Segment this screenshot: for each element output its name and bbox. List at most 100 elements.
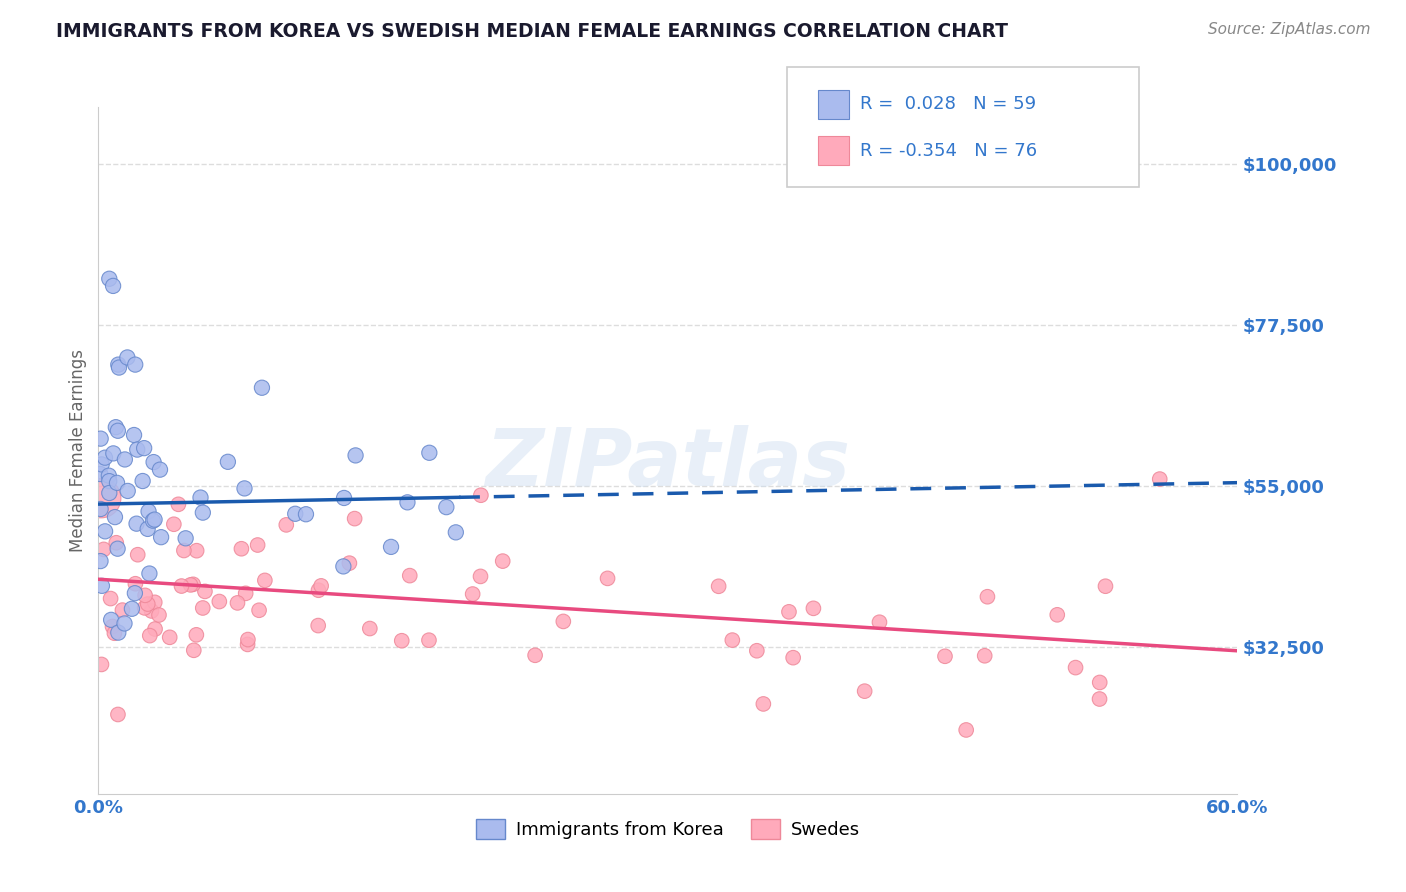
Point xyxy=(194,584,217,599)
Point xyxy=(89,554,111,568)
Point xyxy=(553,615,575,629)
Point xyxy=(143,513,166,527)
Point xyxy=(134,441,156,455)
Point xyxy=(191,601,214,615)
Point xyxy=(114,616,136,631)
Point xyxy=(343,511,366,525)
Text: R = -0.354   N = 76: R = -0.354 N = 76 xyxy=(860,142,1038,160)
Point xyxy=(124,358,146,372)
Point xyxy=(332,559,354,574)
Point xyxy=(236,637,259,651)
Point xyxy=(721,633,744,648)
Point xyxy=(418,633,440,648)
Point xyxy=(231,541,253,556)
Point xyxy=(142,455,165,469)
Point xyxy=(163,517,186,532)
Point xyxy=(309,579,332,593)
Point xyxy=(208,594,231,608)
Point xyxy=(1088,675,1111,690)
Point xyxy=(136,597,159,611)
Point xyxy=(180,578,202,592)
Point xyxy=(100,613,122,627)
Text: ZIPatlas: ZIPatlas xyxy=(485,425,851,503)
Point xyxy=(105,535,128,549)
Point xyxy=(782,650,804,665)
Point xyxy=(125,516,148,531)
Point xyxy=(226,596,249,610)
Point xyxy=(136,522,159,536)
Point xyxy=(955,723,977,737)
Point xyxy=(100,591,122,606)
Point xyxy=(149,463,172,477)
Point xyxy=(138,566,160,581)
Point xyxy=(973,648,995,663)
Point xyxy=(1088,692,1111,706)
Point xyxy=(247,603,270,617)
Point xyxy=(1094,579,1116,593)
Point xyxy=(98,271,121,285)
Point xyxy=(246,538,269,552)
Point xyxy=(107,424,129,438)
Point xyxy=(396,495,419,509)
Point xyxy=(90,432,112,446)
Point xyxy=(461,587,484,601)
Point xyxy=(524,648,547,663)
Point xyxy=(138,504,160,518)
Text: R =  0.028   N = 59: R = 0.028 N = 59 xyxy=(860,95,1036,113)
Point xyxy=(339,556,361,570)
Point xyxy=(101,619,124,633)
Point xyxy=(93,542,115,557)
Point xyxy=(183,643,205,657)
Point xyxy=(94,524,117,539)
Point xyxy=(359,622,381,636)
Point xyxy=(98,474,121,488)
Point xyxy=(107,707,129,722)
Text: IMMIGRANTS FROM KOREA VS SWEDISH MEDIAN FEMALE EARNINGS CORRELATION CHART: IMMIGRANTS FROM KOREA VS SWEDISH MEDIAN … xyxy=(56,22,1008,41)
Point xyxy=(344,449,367,463)
Point xyxy=(114,452,136,467)
Point xyxy=(131,474,153,488)
Point xyxy=(143,622,166,636)
Point xyxy=(107,358,129,372)
Point xyxy=(745,644,768,658)
Point xyxy=(90,458,112,472)
Point xyxy=(111,603,134,617)
Point xyxy=(159,630,181,644)
Point xyxy=(191,506,214,520)
Point xyxy=(167,497,190,511)
Point xyxy=(127,442,149,457)
Point xyxy=(398,568,420,582)
Point xyxy=(380,540,402,554)
Point xyxy=(284,507,307,521)
Point xyxy=(276,517,298,532)
Point xyxy=(124,576,146,591)
Point xyxy=(181,577,204,591)
Point xyxy=(253,574,276,588)
Point xyxy=(869,615,891,630)
Point xyxy=(103,626,125,640)
Point xyxy=(90,502,112,516)
Point xyxy=(103,446,125,460)
Point xyxy=(596,571,619,585)
Point xyxy=(98,486,121,500)
Point xyxy=(233,482,256,496)
Point xyxy=(707,579,730,593)
Point xyxy=(104,420,127,434)
Point xyxy=(108,360,131,375)
Text: Source: ZipAtlas.com: Source: ZipAtlas.com xyxy=(1208,22,1371,37)
Point xyxy=(141,604,163,618)
Point xyxy=(333,491,356,505)
Point xyxy=(190,491,212,505)
Point xyxy=(307,618,329,632)
Point xyxy=(250,381,273,395)
Point xyxy=(117,483,139,498)
Point xyxy=(853,684,876,698)
Point xyxy=(186,543,208,558)
Point xyxy=(134,600,156,615)
Point xyxy=(143,595,166,609)
Point xyxy=(127,548,149,562)
Point xyxy=(174,531,197,545)
Point xyxy=(101,279,124,293)
Point xyxy=(142,514,165,528)
Point xyxy=(778,605,800,619)
